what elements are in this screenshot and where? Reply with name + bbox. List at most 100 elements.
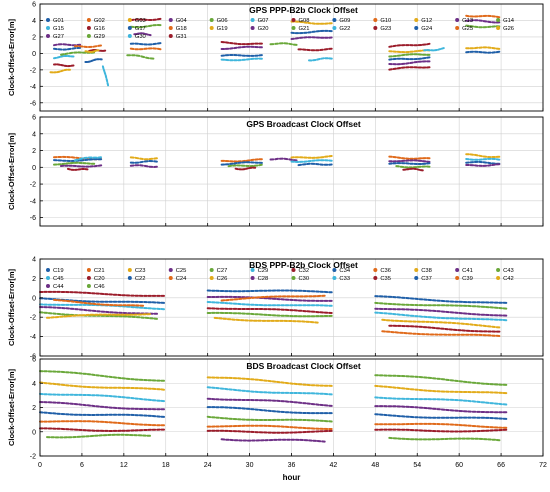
legend-marker bbox=[250, 18, 255, 22]
y-tick-label: 0 bbox=[32, 295, 36, 302]
chart-title: BDS Broadcast Clock Offset bbox=[246, 361, 360, 371]
legend-marker bbox=[291, 26, 296, 30]
data-segment bbox=[106, 82, 110, 87]
data-segment bbox=[473, 153, 479, 157]
chart-panel-2: -6 -4 -2 0 2 4 6 Clock-Offset-Error[m] GPS Broad… bbox=[7, 115, 544, 227]
chart-title: GPS PPP-B2b Clock Offset bbox=[249, 5, 358, 15]
data-segment bbox=[134, 156, 140, 160]
legend-marker bbox=[127, 276, 132, 280]
legend-label: G21 bbox=[299, 26, 310, 32]
legend-label: C44 bbox=[53, 284, 64, 290]
legend-marker bbox=[332, 18, 337, 22]
data-segment bbox=[140, 55, 146, 59]
legend-marker bbox=[250, 26, 255, 30]
legend-marker bbox=[209, 26, 214, 30]
legend-label: C46 bbox=[94, 284, 105, 290]
legend-label: G30 bbox=[135, 34, 146, 40]
x-tick-label: 30 bbox=[246, 462, 254, 469]
legend-marker bbox=[209, 18, 214, 22]
x-tick-label: 42 bbox=[330, 462, 338, 469]
legend-marker bbox=[455, 276, 460, 280]
legend-label: C23 bbox=[135, 268, 146, 274]
legend-marker bbox=[414, 26, 419, 30]
y-tick-label: 6 bbox=[32, 115, 36, 122]
y-axis-label: Clock-Offset-Error[m] bbox=[7, 368, 16, 446]
data-segment bbox=[56, 70, 61, 74]
legend-label: G09 bbox=[339, 18, 350, 24]
legend-marker bbox=[209, 268, 214, 272]
legend-marker bbox=[332, 268, 337, 272]
legend-label: G19 bbox=[217, 26, 228, 32]
y-tick-label: 4 bbox=[32, 131, 36, 138]
x-axis-label: hour bbox=[283, 473, 301, 482]
legend-label: C25 bbox=[176, 268, 187, 274]
y-tick-label: 4 bbox=[32, 18, 36, 25]
x-tick-label: 36 bbox=[288, 462, 296, 469]
y-axis-label: Clock-Offset-Error[m] bbox=[7, 18, 16, 96]
legend-marker bbox=[168, 268, 173, 272]
legend-marker bbox=[168, 26, 173, 30]
y-axis-label: Clock-Offset-Error[m] bbox=[7, 132, 16, 210]
legend-marker bbox=[496, 276, 501, 280]
y-tick-label: 2 bbox=[32, 34, 36, 41]
legend-marker bbox=[46, 284, 50, 288]
x-tick-label: 18 bbox=[162, 462, 170, 469]
data-segment bbox=[478, 154, 483, 158]
y-tick-label: 0 bbox=[32, 429, 36, 436]
data-segment bbox=[56, 56, 61, 59]
legend-marker bbox=[291, 18, 296, 22]
legend-label: G08 bbox=[299, 18, 310, 24]
legend-label: C29 bbox=[258, 268, 269, 274]
legend-marker bbox=[291, 268, 296, 272]
legend-marker bbox=[127, 18, 132, 22]
chart-panel-1: -6 -4 -2 0 2 4 6 Clock-Offset-Error[m] GPS PPP-B… bbox=[7, 2, 544, 112]
y-tick-label: -6 bbox=[30, 215, 36, 222]
legend-marker bbox=[455, 26, 460, 30]
data-segment bbox=[90, 59, 94, 63]
legend-marker bbox=[455, 268, 460, 272]
legend-marker bbox=[127, 268, 132, 272]
legend-marker bbox=[332, 26, 337, 30]
legend-marker bbox=[127, 26, 132, 30]
data-segment bbox=[102, 68, 106, 73]
x-tick-label: 48 bbox=[371, 462, 379, 469]
chart-title: GPS Broadcast Clock Offset bbox=[246, 119, 360, 129]
legend-marker bbox=[455, 18, 460, 22]
legend-marker bbox=[168, 18, 173, 22]
legend-marker bbox=[46, 26, 50, 30]
legend-label: C20 bbox=[94, 276, 105, 282]
legend-marker bbox=[86, 276, 91, 280]
data-segment bbox=[53, 43, 58, 47]
legend-label: G07 bbox=[258, 18, 269, 24]
x-tick-label: 6 bbox=[80, 462, 84, 469]
legend-label: G12 bbox=[421, 18, 432, 24]
legend-label: G16 bbox=[94, 26, 105, 32]
y-tick-label: -4 bbox=[30, 84, 36, 91]
legend-marker bbox=[414, 268, 419, 272]
y-tick-label: 2 bbox=[32, 405, 36, 412]
legend-label: C43 bbox=[503, 268, 514, 274]
data-segment bbox=[105, 78, 109, 83]
legend-marker bbox=[168, 34, 173, 38]
data-segment bbox=[437, 48, 442, 51]
legend-marker bbox=[86, 284, 91, 288]
y-axis-label: Clock-Offset-Error[m] bbox=[7, 268, 16, 346]
legend-label: G31 bbox=[176, 34, 187, 40]
data-segment bbox=[245, 167, 250, 170]
legend-marker bbox=[86, 26, 91, 30]
legend-marker bbox=[373, 26, 378, 30]
legend-marker bbox=[250, 276, 255, 280]
legend-marker bbox=[373, 268, 378, 272]
legend-marker bbox=[414, 276, 419, 280]
y-tick-label: -2 bbox=[30, 454, 36, 461]
legend-marker bbox=[496, 26, 501, 30]
data-segment bbox=[93, 58, 97, 61]
y-tick-label: 6 bbox=[32, 2, 36, 9]
legend-label: C41 bbox=[462, 268, 473, 274]
data-segment bbox=[60, 69, 65, 73]
legend-label: G03 bbox=[135, 18, 146, 24]
legend-label: G18 bbox=[176, 26, 187, 32]
data-segment bbox=[416, 168, 421, 171]
